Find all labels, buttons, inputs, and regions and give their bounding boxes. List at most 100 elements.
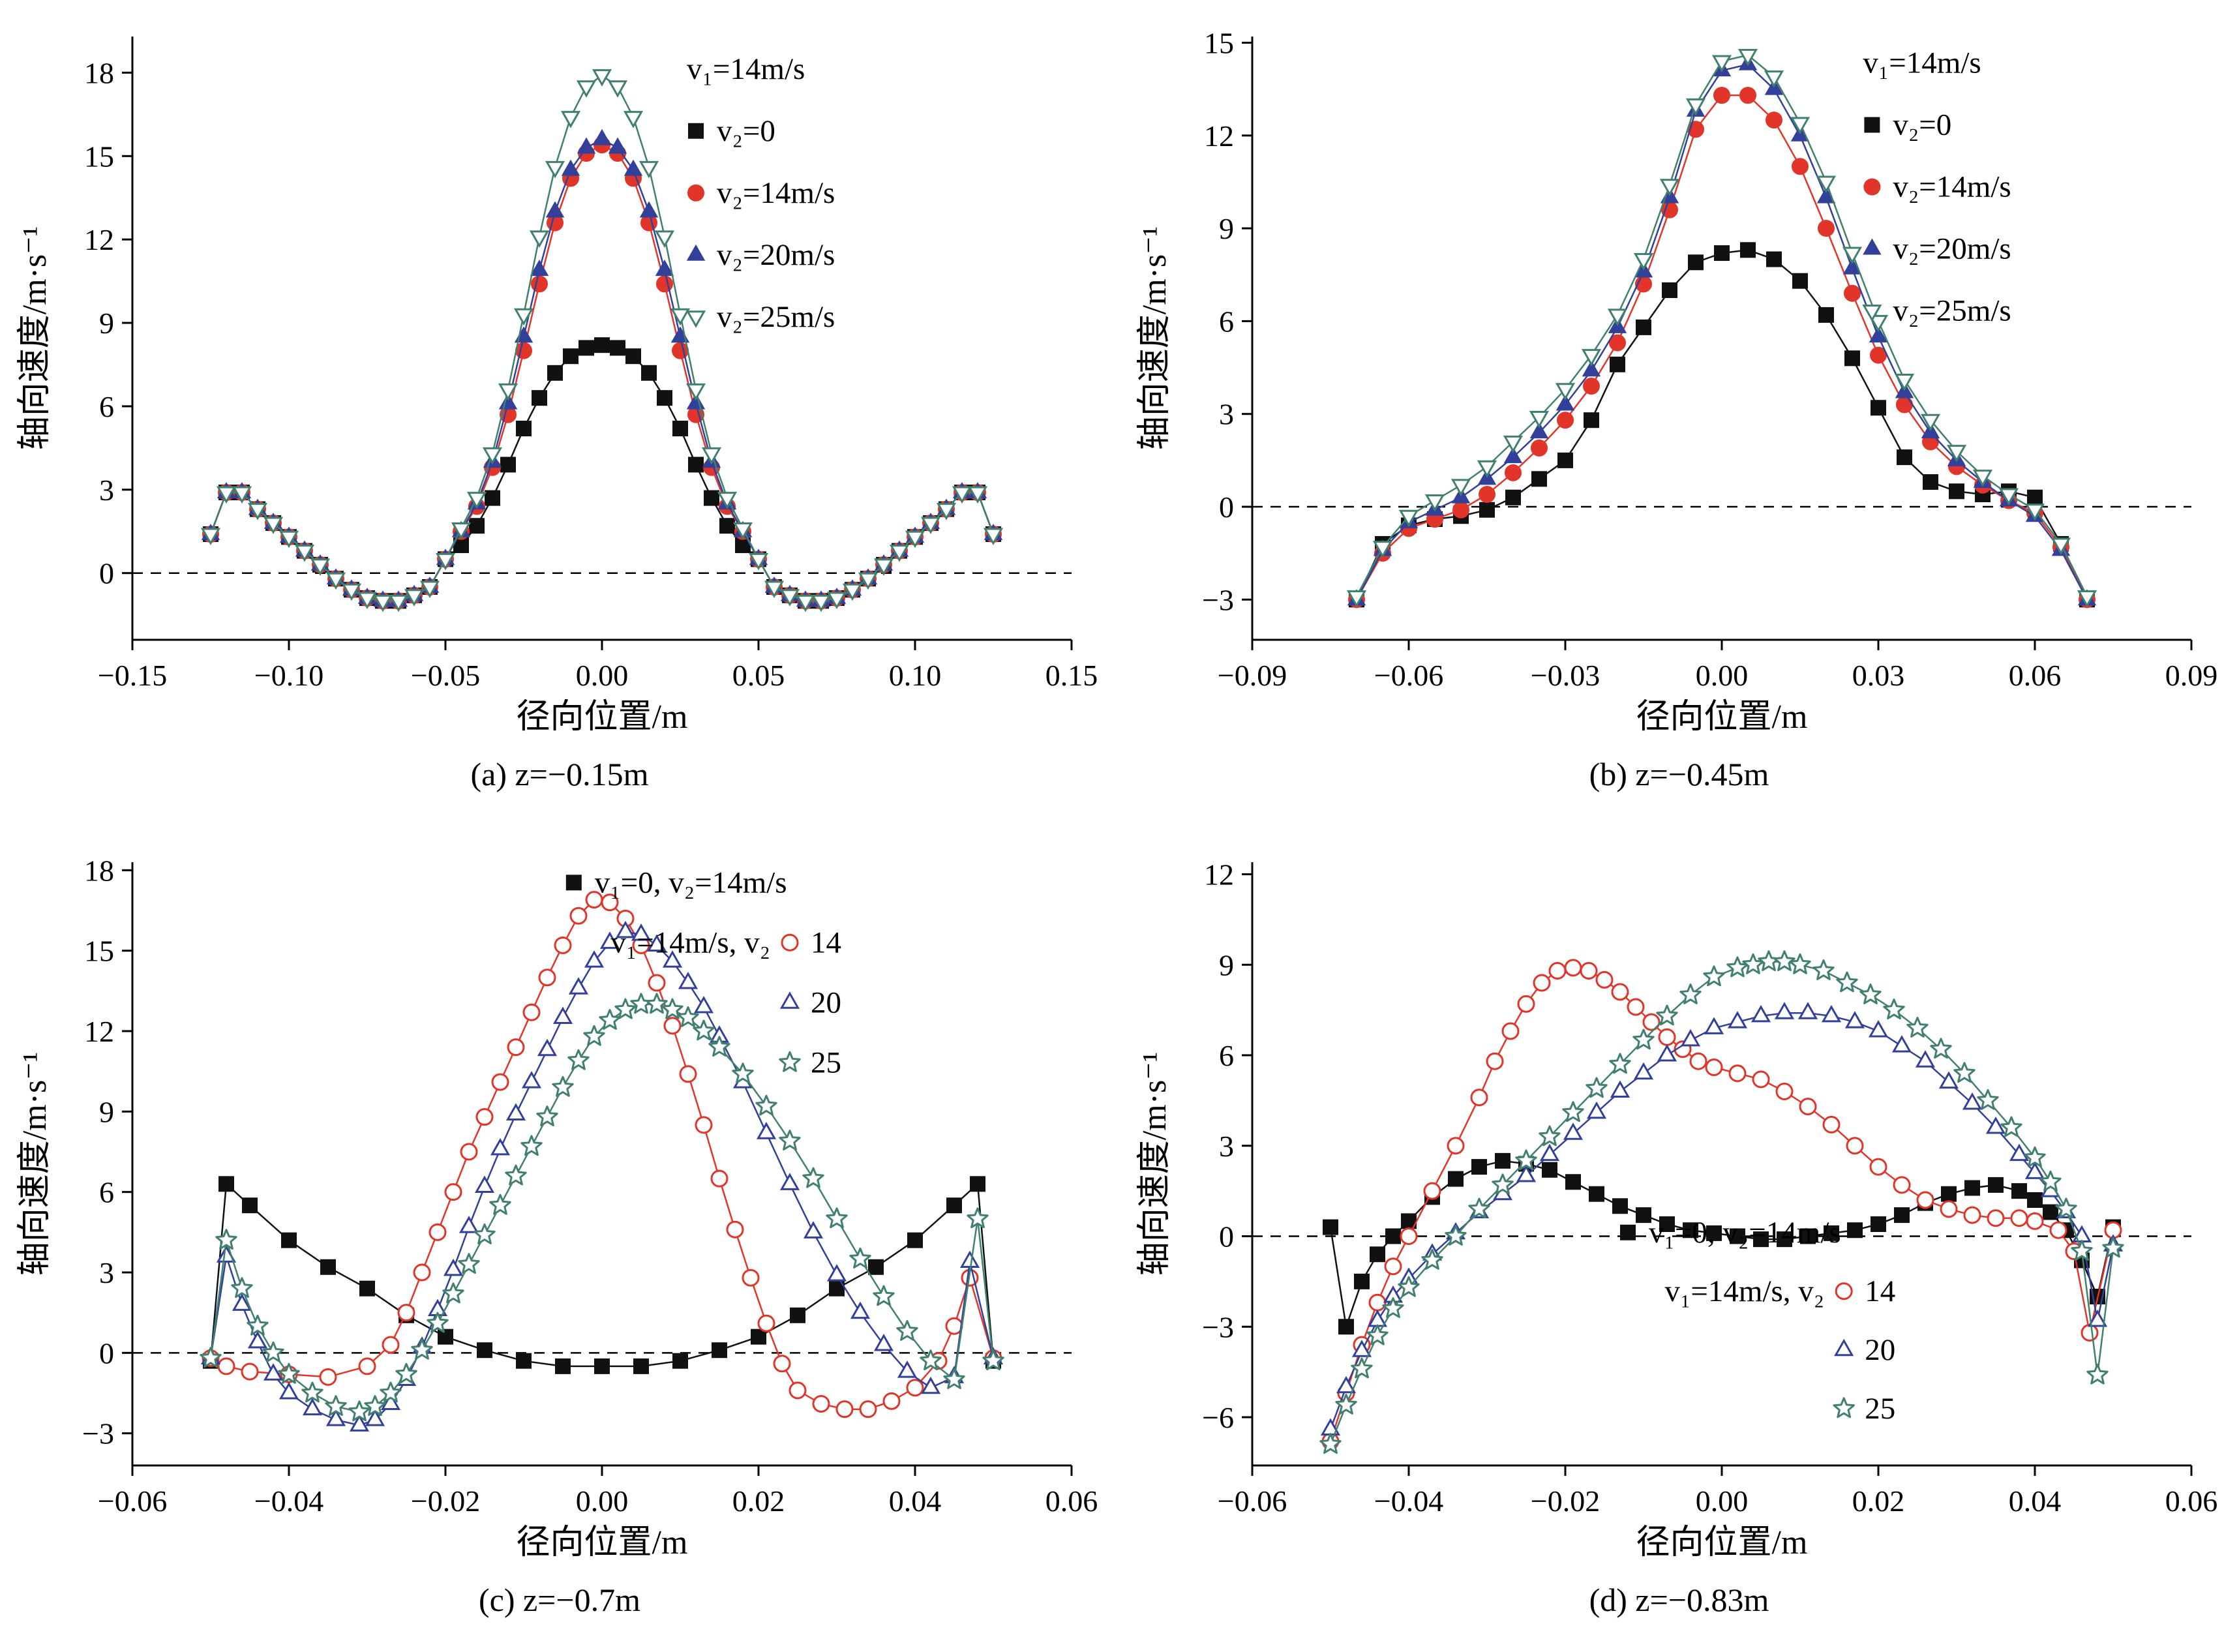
svg-text:9: 9 (1219, 948, 1234, 982)
svg-text:15: 15 (84, 935, 114, 968)
legend-row-label: 25 (811, 1045, 841, 1079)
svg-text:−0.04: −0.04 (1374, 1484, 1443, 1518)
legend-row-label: v₂=20m/s (1893, 232, 2011, 266)
chart-d: −0.06 −0.04 −0.02 0.00 0.02 0.04 0.06 −6 −3 0 3 6 9 1… (1132, 830, 2227, 1580)
caption-d: (d) z=−0.83m (1589, 1582, 1769, 1618)
chart-a: −0.15 −0.10 −0.05 0.00 0.05 0.10 0.15 0 3 6 9 12 15 1… (12, 4, 1107, 754)
legend-row-label: v₁=0, v₂=14m/s (595, 865, 787, 899)
caption-a: (a) z=−0.15m (470, 756, 649, 792)
legend-row-pre: v₁=14m/s, v₂ (610, 925, 770, 959)
svg-text:0: 0 (1219, 490, 1234, 524)
svg-text:−3: −3 (1202, 583, 1234, 616)
svg-text:0.09: 0.09 (2165, 659, 2217, 692)
y-axis-label: 轴向速度/m·s⁻¹ (16, 1052, 53, 1276)
svg-text:0.06: 0.06 (1045, 1484, 1098, 1518)
chart-svg: −0.06 −0.04 −0.02 0.00 0.02 0.04 0.06 −6 −3 0 3 6 9 1… (1136, 858, 2217, 1562)
svg-text:12: 12 (1204, 858, 1234, 892)
svg-text:6: 6 (1219, 1039, 1234, 1072)
legend-row-label: v₂=14m/s (1893, 170, 2011, 204)
legend-row-label: 14 (811, 925, 841, 959)
svg-text:−0.10: −0.10 (254, 659, 323, 692)
svg-text:0.05: 0.05 (732, 659, 785, 692)
legend-row-label: v₁=0, v₂=14m/s (1649, 1216, 1841, 1250)
x-axis-label: 径向位置/m (517, 1524, 688, 1561)
svg-text:−3: −3 (82, 1417, 114, 1450)
svg-text:−0.06: −0.06 (1374, 659, 1443, 692)
svg-text:12: 12 (84, 223, 114, 256)
svg-text:0.10: 0.10 (889, 659, 942, 692)
svg-text:9: 9 (99, 1095, 114, 1128)
svg-text:0.02: 0.02 (732, 1484, 785, 1518)
svg-text:−0.09: −0.09 (1217, 659, 1286, 692)
y-axis-label: 轴向速度/m·s⁻¹ (1136, 226, 1173, 451)
svg-text:6: 6 (99, 1176, 114, 1209)
svg-text:0.06: 0.06 (2165, 1484, 2217, 1518)
x-axis-label: 径向位置/m (1636, 698, 1807, 736)
caption-b: (b) z=−0.45m (1589, 756, 1769, 792)
svg-text:−0.06: −0.06 (1217, 1484, 1286, 1518)
svg-text:9: 9 (1219, 212, 1234, 245)
svg-text:0.04: 0.04 (2008, 1484, 2061, 1518)
legend-row-label: v₂=25m/s (1893, 294, 2011, 328)
svg-text:3: 3 (1219, 1130, 1234, 1163)
svg-text:6: 6 (99, 390, 114, 423)
legend-row-pre: v₁=14m/s, v₂ (1664, 1274, 1824, 1308)
svg-text:0: 0 (1219, 1220, 1234, 1254)
svg-text:15: 15 (1204, 26, 1234, 59)
y-axis-label: 轴向速度/m·s⁻¹ (16, 226, 53, 451)
chart-svg: −0.15 −0.10 −0.05 0.00 0.05 0.10 0.15 0 3 6 9 12 15 1… (16, 37, 1098, 736)
svg-text:0.00: 0.00 (576, 1484, 629, 1518)
svg-text:0.00: 0.00 (1695, 1484, 1748, 1518)
legend-row-label: v₂=20m/s (717, 238, 835, 272)
svg-text:0.00: 0.00 (576, 659, 629, 692)
svg-text:3: 3 (99, 1256, 114, 1289)
svg-text:0: 0 (99, 557, 114, 590)
legend-row-label: 25 (1865, 1392, 1895, 1426)
svg-text:6: 6 (1219, 305, 1234, 338)
legend-row-label: 20 (811, 985, 841, 1019)
svg-text:15: 15 (84, 140, 114, 173)
chart-svg: −0.06 −0.04 −0.02 0.00 0.02 0.04 0.06 −3 0 3 6 9 12 1… (16, 854, 1098, 1561)
chart-b: −0.09 −0.06 −0.03 0.00 0.03 0.06 0.09 −3 0 3 6 9 12 1… (1132, 4, 2227, 754)
legend-title: v₁=14m/s (687, 52, 805, 86)
svg-text:0: 0 (99, 1336, 114, 1370)
legend-row-label: 20 (1865, 1333, 1895, 1367)
svg-text:−0.03: −0.03 (1530, 659, 1599, 692)
legend-row-label: v₂=0 (1893, 108, 1951, 142)
caption-c: (c) z=−0.7m (479, 1582, 640, 1618)
svg-text:−0.02: −0.02 (1530, 1484, 1599, 1518)
svg-text:−0.06: −0.06 (98, 1484, 167, 1518)
svg-text:12: 12 (84, 1015, 114, 1048)
chart-svg: −0.09 −0.06 −0.03 0.00 0.03 0.06 0.09 −3 0 3 6 9 12 1… (1136, 26, 2217, 736)
svg-text:−6: −6 (1202, 1401, 1234, 1434)
svg-text:0.15: 0.15 (1045, 659, 1098, 692)
svg-text:3: 3 (99, 473, 114, 507)
legend-row-label: v₂=0 (717, 114, 775, 148)
chart-panel-a: −0.15 −0.10 −0.05 0.00 0.05 0.10 0.15 0 3 6 9 12 15 1… (0, 0, 1119, 826)
svg-text:18: 18 (84, 56, 114, 89)
chart-panel-c: −0.06 −0.04 −0.02 0.00 0.02 0.04 0.06 −3 0 3 6 9 12 1… (0, 826, 1119, 1652)
svg-text:9: 9 (99, 307, 114, 340)
svg-text:−0.15: −0.15 (98, 659, 167, 692)
svg-text:0.06: 0.06 (2008, 659, 2061, 692)
svg-text:−0.02: −0.02 (411, 1484, 480, 1518)
svg-text:12: 12 (1204, 119, 1234, 153)
svg-text:−0.05: −0.05 (411, 659, 480, 692)
legend-row-label: 14 (1865, 1274, 1895, 1308)
chart-panel-b: −0.09 −0.06 −0.03 0.00 0.03 0.06 0.09 −3 0 3 6 9 12 1… (1119, 0, 2239, 826)
svg-text:3: 3 (1219, 398, 1234, 431)
x-axis-label: 径向位置/m (517, 698, 688, 736)
svg-text:18: 18 (84, 854, 114, 887)
chart-c: −0.06 −0.04 −0.02 0.00 0.02 0.04 0.06 −3 0 3 6 9 12 1… (12, 830, 1107, 1580)
svg-text:−3: −3 (1202, 1310, 1234, 1344)
legend-row-label: v₂=25m/s (717, 300, 835, 334)
svg-text:0.00: 0.00 (1695, 659, 1748, 692)
svg-text:−0.04: −0.04 (254, 1484, 323, 1518)
svg-text:0.02: 0.02 (1852, 1484, 1904, 1518)
x-axis-label: 径向位置/m (1636, 1524, 1807, 1561)
svg-text:0.04: 0.04 (889, 1484, 942, 1518)
svg-text:0.03: 0.03 (1852, 659, 1904, 692)
y-axis-label: 轴向速度/m·s⁻¹ (1136, 1052, 1173, 1276)
legend-title: v₁=14m/s (1863, 46, 1981, 80)
